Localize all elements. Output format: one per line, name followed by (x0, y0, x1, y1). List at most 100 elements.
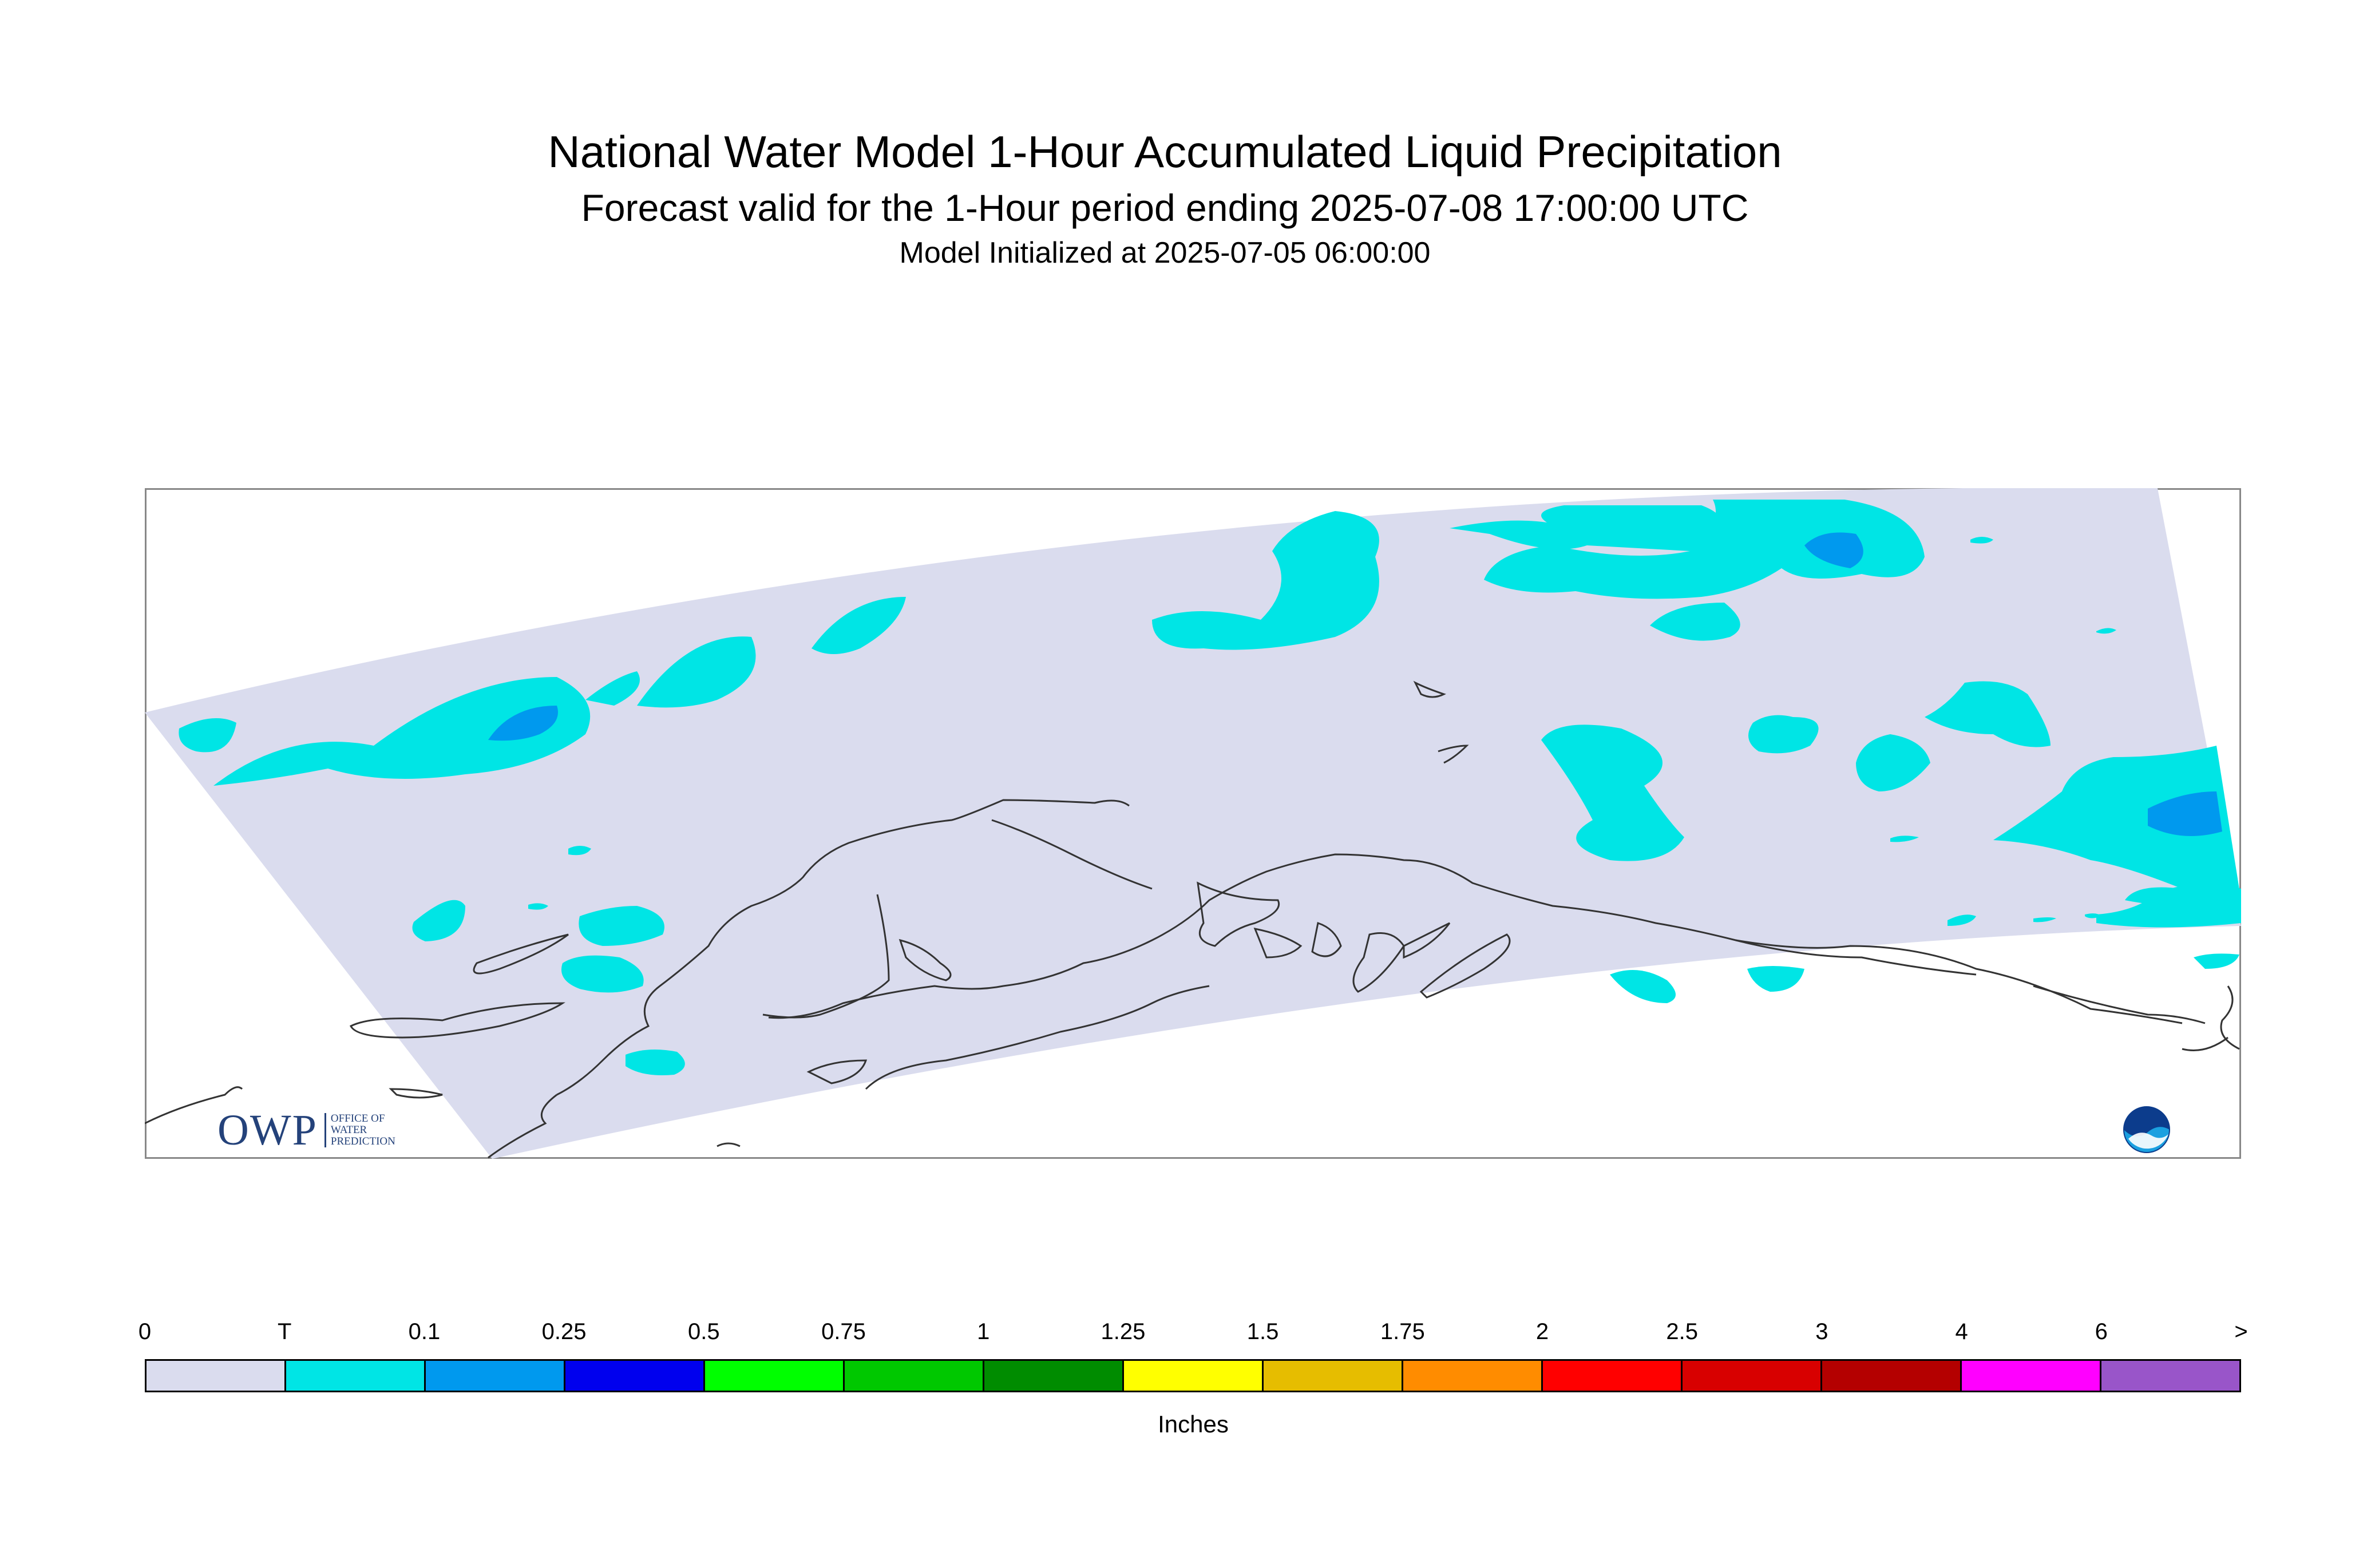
legend-swatch (1403, 1361, 1543, 1391)
model-init-time: Model Initialized at 2025-07-05 06:00:00 (899, 236, 1431, 270)
owp-line-1: OFFICE OF (330, 1112, 385, 1124)
coastline (145, 1086, 243, 1124)
precip-cell (1993, 746, 2241, 906)
precip-cell (179, 718, 236, 753)
coastline (1403, 922, 1451, 959)
precip-cell (637, 636, 756, 708)
legend-swatch (565, 1361, 705, 1391)
precip-cell (626, 1050, 685, 1075)
precip-cell (561, 955, 644, 993)
precip-cell (1925, 681, 2051, 747)
precip-cell (1890, 836, 1919, 842)
legend-swatch (1543, 1361, 1683, 1391)
legend-swatch (1962, 1361, 2101, 1391)
precip-cell (528, 903, 548, 910)
legend-tick-label: 1.5 (1246, 1319, 1279, 1344)
coastline (1253, 927, 1303, 959)
map-subtitle: Forecast valid for the 1-Hour period end… (581, 187, 1749, 229)
owp-logo-icon: OWP (217, 1106, 318, 1154)
legend-swatch (705, 1361, 845, 1391)
coastline (556, 799, 1130, 1096)
coastline (488, 1094, 557, 1159)
legend-tick-label: 0.5 (687, 1319, 720, 1344)
legend-swatch (1683, 1361, 1822, 1391)
precip-cell (1484, 500, 1925, 599)
precip-cell (1856, 734, 1930, 791)
legend-tick-label: 1.25 (1101, 1319, 1146, 1344)
legend-tick-label: 0.25 (541, 1319, 587, 1344)
coastline (2033, 985, 2206, 1024)
legend-swatch (426, 1361, 565, 1391)
precip-cell (1450, 505, 1722, 551)
trace-precip-areas (179, 500, 2241, 1075)
precip-cell (812, 597, 906, 654)
precip-cell (1541, 724, 1684, 861)
legend-tick-label: 1.75 (1380, 1319, 1425, 1344)
legend-tick-label: 2 (1535, 1319, 1549, 1344)
coastline (1438, 745, 1469, 764)
legend-units: Inches (1158, 1411, 1229, 1438)
precip-cell (1610, 970, 1676, 1003)
owp-logo: OWP OFFICE OF WATER PREDICTION (217, 1106, 395, 1154)
precip-cell (2033, 917, 2056, 922)
coastline (806, 1059, 868, 1084)
precip-cell (412, 900, 465, 941)
precip-cell (1152, 511, 1379, 650)
owp-line-3: PREDICTION (330, 1135, 395, 1147)
coastline (865, 985, 1210, 1090)
legend-color-bar (145, 1359, 2241, 1392)
domain-area (145, 488, 2241, 1159)
legend-swatch (1124, 1361, 1264, 1391)
precip-cell (2194, 953, 2239, 969)
model-domain (145, 488, 2241, 1159)
legend-swatch (1264, 1361, 1403, 1391)
coastline (898, 939, 952, 981)
legend-swatch (1822, 1361, 1962, 1391)
legend-swatch (845, 1361, 984, 1391)
legend-tick-label: 2.5 (1666, 1319, 1698, 1344)
coastline (1413, 680, 1446, 698)
coastline (2182, 1036, 2228, 1051)
legend-swatch (984, 1361, 1124, 1391)
precip-cell-light (2148, 791, 2222, 836)
precip-cell (585, 671, 640, 706)
coastline (1735, 939, 1977, 976)
coastline (762, 894, 890, 1019)
coastlines (145, 680, 2240, 1159)
coastline (2220, 985, 2240, 1050)
precip-cell (579, 906, 664, 946)
map-title: National Water Model 1-Hour Accumulated … (548, 126, 1782, 177)
precip-cell-light (1804, 532, 1863, 568)
legend-swatch (286, 1361, 426, 1391)
coastline (1352, 932, 1405, 993)
precip-cell-light (488, 706, 558, 741)
legend-tick-label: 0 (138, 1319, 152, 1344)
coastline (389, 1088, 443, 1099)
legend-tick-label: 6 (2095, 1319, 2108, 1344)
legend-tick-label: 0.1 (408, 1319, 441, 1344)
legend-swatch (2101, 1361, 2239, 1391)
legend-tick-label: 1 (977, 1319, 990, 1344)
precip-cell (2096, 884, 2241, 928)
precip-cell (1748, 715, 1819, 754)
owp-line-2: WATER (330, 1124, 367, 1136)
legend-tick-label: T (277, 1319, 292, 1344)
precip-cell (1650, 603, 1740, 641)
coastline (717, 1142, 741, 1147)
precip-cell (2085, 913, 2102, 918)
precipitation-map (145, 488, 2241, 1159)
coastline (473, 933, 569, 975)
light-precip-areas (488, 532, 2222, 836)
owp-logo-text: OFFICE OF WATER PREDICTION (324, 1113, 395, 1147)
precip-cell (568, 846, 591, 856)
noaa-logo-icon (2123, 1106, 2170, 1153)
legend-tick-label: 0.75 (821, 1319, 866, 1344)
precip-cell (213, 677, 591, 786)
legend-swatch (147, 1361, 286, 1391)
coastline (1311, 922, 1342, 957)
legend-tick-label: 3 (1815, 1319, 1828, 1344)
precip-cell (1970, 537, 1993, 544)
coastline (768, 853, 2183, 1024)
legend-tick-label: > (2234, 1319, 2248, 1344)
coastline (1197, 881, 1280, 947)
